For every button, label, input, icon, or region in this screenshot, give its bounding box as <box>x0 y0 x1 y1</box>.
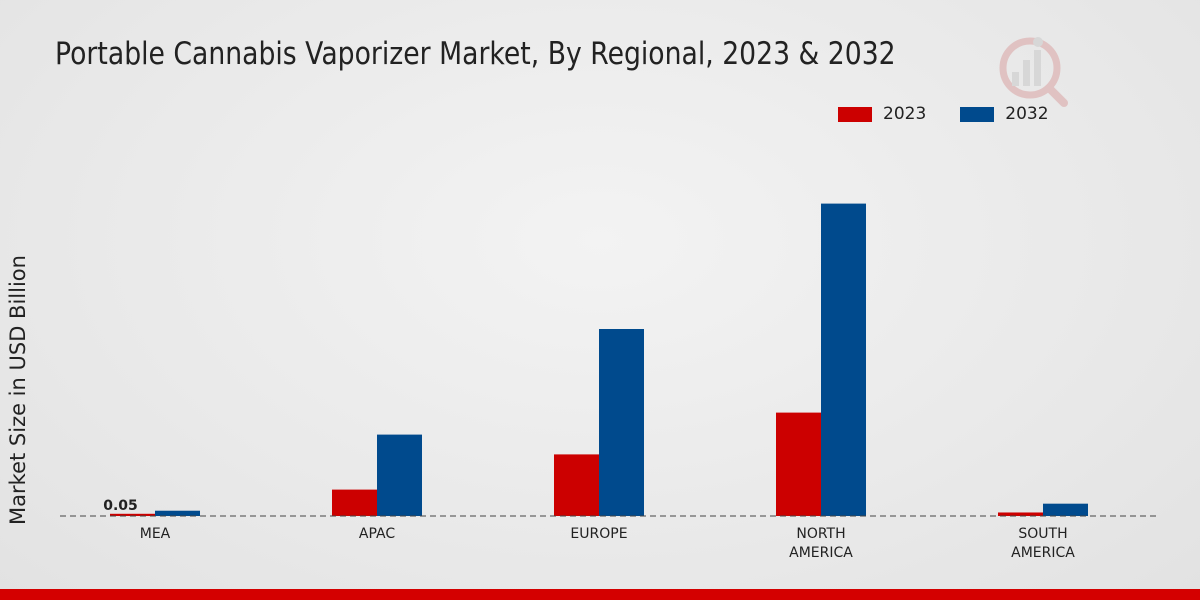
bar-2032-mea <box>155 510 200 516</box>
legend-swatch-2023 <box>838 106 872 122</box>
x-tick-label-north-america: NORTH AMERICA <box>789 526 853 561</box>
chart-title: Portable Cannabis Vaporizer Market, By R… <box>55 36 896 72</box>
legend-item-2023: 2023 <box>838 104 926 124</box>
bar-2023-north-america <box>776 412 821 516</box>
bar-2032-apac <box>377 434 422 516</box>
x-tick-label-south-america: SOUTH AMERICA <box>1011 526 1075 561</box>
chart-legend: 2023 2032 <box>838 104 1083 124</box>
data-label: 0.05 <box>103 498 138 514</box>
bar-2023-south-america <box>998 512 1043 516</box>
bar-2023-apac <box>332 489 377 516</box>
x-tick-label-apac: APAC <box>359 526 395 542</box>
legend-label-2023: 2023 <box>883 104 927 124</box>
x-tick-label-europe: EUROPE <box>570 526 627 542</box>
bottom-accent-bar <box>0 589 1200 600</box>
legend-item-2032: 2032 <box>960 104 1049 124</box>
bar-2032-south-america <box>1043 503 1088 516</box>
x-tick-label-mea: MEA <box>140 526 171 542</box>
legend-swatch-2032 <box>960 106 995 122</box>
bar-2023-europe <box>554 454 599 516</box>
bar-2032-north-america <box>821 203 866 516</box>
market-research-logo-icon <box>999 37 1068 107</box>
bar-2032-europe <box>599 329 644 516</box>
legend-label-2032: 2032 <box>1005 104 1049 124</box>
bar-2023-mea <box>110 513 155 516</box>
